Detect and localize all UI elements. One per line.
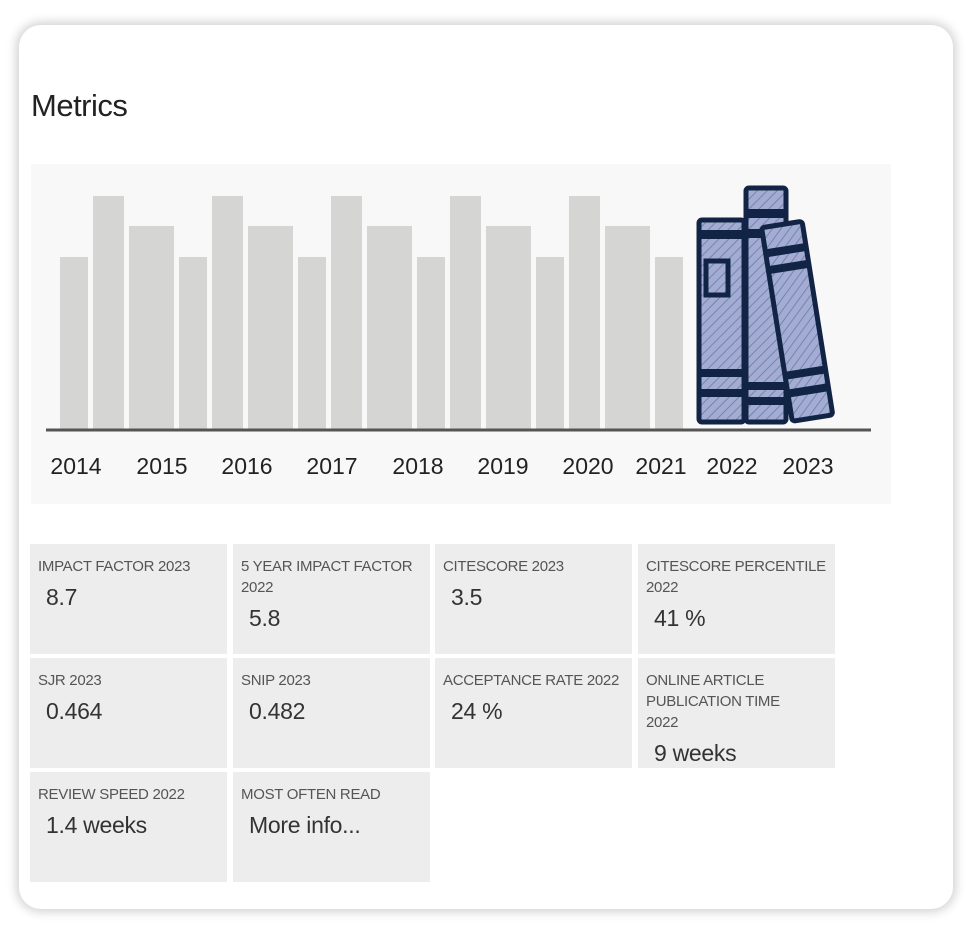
year-label: 2023 (782, 453, 833, 479)
book-icon (759, 219, 835, 424)
metric-label: REVIEW SPEED 2022 (38, 786, 185, 803)
placeholder-bar (450, 196, 481, 429)
year-label: 2018 (392, 453, 443, 479)
metric-label: CITESCORE 2023 (443, 558, 564, 575)
books-illustration-svg: 2014 2015 2016 2017 2018 2019 2020 2021 2022 2023 (46, 185, 871, 479)
placeholder-bar (248, 226, 293, 429)
year-label: 2014 (50, 453, 101, 479)
placeholder-bar (298, 257, 326, 429)
metric-value: 5.8 (249, 605, 281, 631)
metric-value: 1.4 weeks (46, 812, 147, 838)
metric-value: 0.464 (46, 698, 103, 724)
metric-tile: ONLINE ARTICLE PUBLICATION TIME 2022 9 we… (638, 658, 835, 768)
more-info-link[interactable]: More info... (249, 812, 361, 838)
metric-label: MOST OFTEN READ (241, 786, 381, 803)
placeholder-bar (417, 257, 445, 429)
metric-tile: REVIEW SPEED 2022 1.4 weeks (30, 772, 227, 882)
placeholder-bar (331, 196, 362, 429)
year-label: 2015 (136, 453, 187, 479)
placeholder-bar (60, 257, 88, 429)
year-label: 2016 (221, 453, 272, 479)
metric-label: ACCEPTANCE RATE 2022 (443, 672, 619, 689)
metrics-illustration: 2014 2015 2016 2017 2018 2019 2020 2021 2022 2023 (31, 164, 891, 504)
metric-tile: SNIP 2023 0.482 (233, 658, 430, 768)
placeholder-bar (179, 257, 207, 429)
placeholder-bar (486, 226, 531, 429)
year-label: 2022 (706, 453, 757, 479)
year-label: 2020 (562, 453, 613, 479)
metric-label: CITESCORE PERCENTILE 2022 (646, 558, 826, 596)
metric-tile: ACCEPTANCE RATE 2022 24 % (435, 658, 632, 768)
metric-value: 3.5 (451, 584, 483, 610)
placeholder-bar (569, 196, 600, 429)
metric-tile: CITESCORE 2023 3.5 (435, 544, 632, 654)
section-title: Metrics (31, 88, 128, 123)
metric-tile: IMPACT FACTOR 2023 8.7 (30, 544, 227, 654)
metric-value: 9 weeks (654, 740, 737, 766)
metric-tile: CITESCORE PERCENTILE 2022 41 % (638, 544, 835, 654)
placeholder-bar (655, 257, 683, 429)
metric-value: 24 % (451, 698, 503, 724)
placeholder-bar (605, 226, 650, 429)
metric-value: 8.7 (46, 584, 78, 610)
metric-label: SNIP 2023 (241, 672, 311, 689)
year-label: 2021 (635, 453, 686, 479)
metric-label: IMPACT FACTOR 2023 (38, 558, 191, 575)
metric-label: SJR 2023 (38, 672, 102, 689)
placeholder-bar (212, 196, 243, 429)
placeholder-bar (129, 226, 174, 429)
metric-tile[interactable]: MOST OFTEN READ More info... (233, 772, 430, 882)
metric-value: 0.482 (249, 698, 306, 724)
metric-tile: 5 YEAR IMPACT FACTOR 2022 5.8 (233, 544, 430, 654)
metric-label: ONLINE ARTICLE PUBLICATION TIME 2022 (646, 672, 780, 731)
book-icon (696, 217, 747, 425)
placeholder-bar (536, 257, 564, 429)
placeholder-bar (367, 226, 412, 429)
year-label: 2017 (306, 453, 357, 479)
year-label: 2019 (477, 453, 528, 479)
metric-value: 41 % (654, 605, 706, 631)
metric-label: 5 YEAR IMPACT FACTOR 2022 (241, 558, 413, 596)
metric-tile: SJR 2023 0.464 (30, 658, 227, 768)
placeholder-bar (93, 196, 124, 429)
